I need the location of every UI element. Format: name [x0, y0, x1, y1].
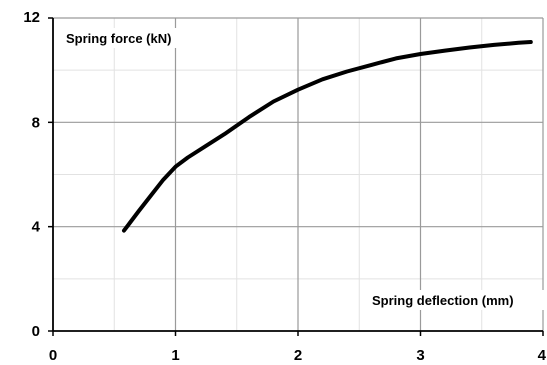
y-tick-label: 4: [32, 219, 41, 236]
axes: [48, 17, 544, 336]
x-tick-label: 1: [171, 347, 179, 364]
x-tick-label: 2: [294, 347, 302, 364]
grid: [53, 17, 544, 331]
series-line: [122, 40, 533, 233]
y-tick-label: 12: [23, 9, 40, 26]
x-tick-label: 0: [49, 347, 57, 364]
y-tick-label: 0: [32, 323, 40, 340]
y-axis-title-background: [60, 28, 194, 48]
x-axis-title: Spring deflection (mm): [372, 293, 514, 308]
y-tick-label: 8: [32, 114, 40, 131]
x-axis-title-background: [368, 290, 544, 310]
x-tick-label: 4: [538, 347, 547, 364]
y-axis-title: Spring force (kN): [66, 31, 171, 46]
x-tick-label: 3: [416, 347, 424, 364]
